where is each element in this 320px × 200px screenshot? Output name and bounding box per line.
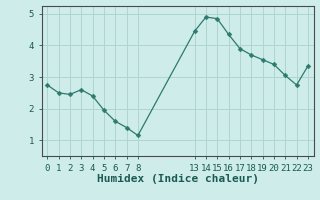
X-axis label: Humidex (Indice chaleur): Humidex (Indice chaleur) — [97, 174, 259, 184]
